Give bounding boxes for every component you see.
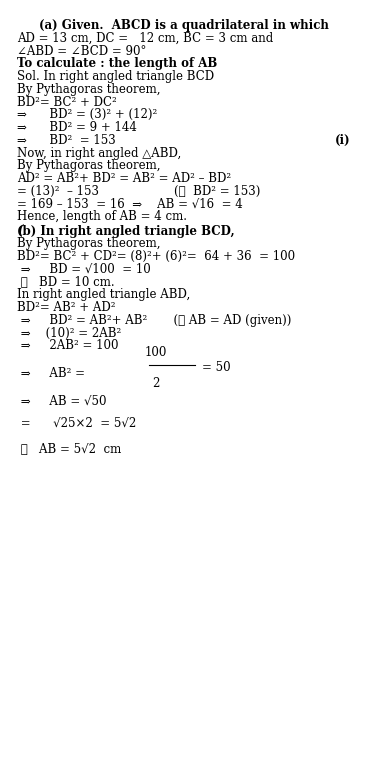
Text: Sol. In right angled triangle BCD: Sol. In right angled triangle BCD <box>17 70 214 83</box>
Text: ⇒     BD² = AB²+ AB²       (∴ AB = AD (given)): ⇒ BD² = AB²+ AB² (∴ AB = AD (given)) <box>17 314 291 327</box>
Text: AD² = AB²+ BD² = AB² = AD² – BD²: AD² = AB²+ BD² = AB² = AD² – BD² <box>17 172 231 185</box>
Text: BD²= BC² + CD²= (8)²+ (6)²=  64 + 36  = 100: BD²= BC² + CD²= (8)²+ (6)²= 64 + 36 = 10… <box>17 250 295 263</box>
Text: In right angled triangle ABD,: In right angled triangle ABD, <box>17 288 190 301</box>
Text: = 50: = 50 <box>202 361 230 374</box>
Text: = 169 – 153  = 16  ⇒    AB = √16  = 4: = 169 – 153 = 16 ⇒ AB = √16 = 4 <box>17 198 243 211</box>
Text: ∠ABD = ∠BCD = 90°: ∠ABD = ∠BCD = 90° <box>17 45 146 58</box>
Text: ⇒     BD = √100  = 10: ⇒ BD = √100 = 10 <box>17 263 151 276</box>
Text: (: ( <box>17 224 23 237</box>
Text: ⇒     AB² =: ⇒ AB² = <box>17 367 85 380</box>
Text: To calculate : the length of AB: To calculate : the length of AB <box>17 58 217 70</box>
Text: ⇒     2AB² = 100: ⇒ 2AB² = 100 <box>17 340 118 352</box>
Text: Hence, length of AB = 4 cm.: Hence, length of AB = 4 cm. <box>17 210 187 224</box>
Text: = (13)²  – 153                    (∴  BD² = 153): = (13)² – 153 (∴ BD² = 153) <box>17 185 261 198</box>
Text: By Pythagoras theorem,: By Pythagoras theorem, <box>17 159 161 172</box>
Text: (b) In right angled triangle BCD,: (b) In right angled triangle BCD, <box>17 224 235 237</box>
Text: AD = 13 cm, DC =   12 cm, BC = 3 cm and: AD = 13 cm, DC = 12 cm, BC = 3 cm and <box>17 32 273 45</box>
Text: ⇒      BD² = (3)² + (12)²: ⇒ BD² = (3)² + (12)² <box>17 108 158 121</box>
Text: 2: 2 <box>152 377 159 390</box>
Text: ∴   AB = 5√2  cm: ∴ AB = 5√2 cm <box>17 443 121 456</box>
Text: ∴   BD = 10 cm.: ∴ BD = 10 cm. <box>17 276 115 289</box>
Text: (i): (i) <box>335 134 351 147</box>
Text: ⇒      BD² = 9 + 144: ⇒ BD² = 9 + 144 <box>17 121 137 134</box>
Text: =      √25×2  = 5√2: = √25×2 = 5√2 <box>17 416 137 430</box>
Text: BD²= AB² + AD²: BD²= AB² + AD² <box>17 301 116 314</box>
Text: ⇒      BD²  = 153: ⇒ BD² = 153 <box>17 134 116 147</box>
Text: ⇒    (10)² = 2AB²: ⇒ (10)² = 2AB² <box>17 327 121 340</box>
Text: ⇒     AB = √50: ⇒ AB = √50 <box>17 395 107 408</box>
Text: BD²= BC² + DC²: BD²= BC² + DC² <box>17 96 117 108</box>
Text: By Pythagoras theorem,: By Pythagoras theorem, <box>17 237 161 250</box>
Text: By Pythagoras theorem,: By Pythagoras theorem, <box>17 83 161 96</box>
Text: (a) Given.  ABCD is a quadrilateral in which: (a) Given. ABCD is a quadrilateral in wh… <box>39 19 329 32</box>
Text: 100: 100 <box>144 346 167 359</box>
Text: Now, in right angled △ABD,: Now, in right angled △ABD, <box>17 146 181 160</box>
